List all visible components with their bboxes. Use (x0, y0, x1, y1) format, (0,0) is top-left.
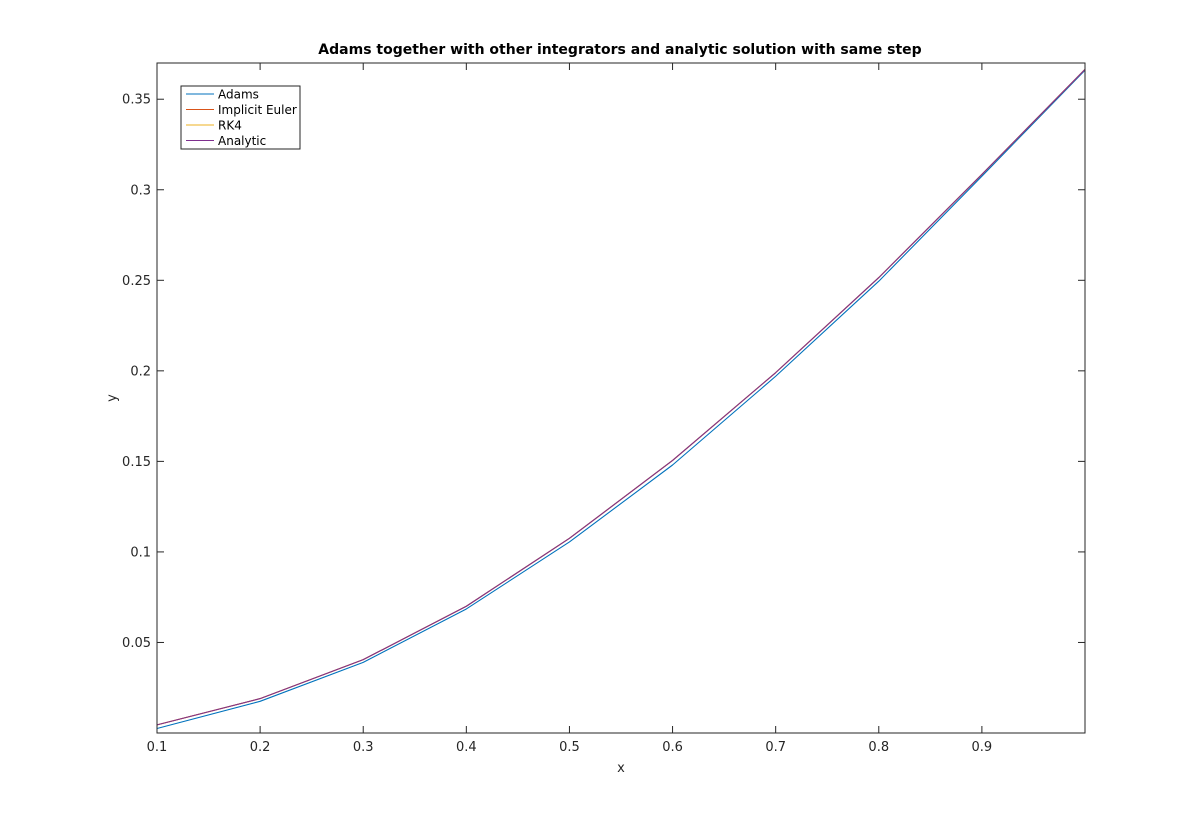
chart-title: Adams together with other integrators an… (318, 42, 921, 58)
plot-area (157, 63, 1085, 733)
x-axis-label: x (617, 761, 625, 776)
x-tick-label: 0.5 (559, 740, 580, 755)
x-tick-label: 0.6 (662, 740, 683, 755)
series-line-analytic (156, 68, 1086, 726)
x-tick-label: 0.9 (972, 740, 993, 755)
y-tick-label: 0.3 (130, 183, 151, 198)
ticks-layer: 0.1 0.2 0.3 0.4 0.5 0.6 0.7 0.8 0.9 0.05 0.1 0.15 0.… (122, 63, 1085, 755)
y-tick-label: 0.25 (122, 274, 151, 289)
series-layer (156, 68, 1086, 730)
x-tick-label: 0.2 (250, 740, 271, 755)
plot-frame (156, 62, 1086, 734)
legend-label-analytic: Analytic (218, 134, 266, 148)
x-tick-label: 0.3 (353, 740, 374, 755)
legend-label-adams: Adams (218, 88, 259, 102)
legend-label-implicit-euler: Implicit Euler (218, 103, 297, 117)
y-tick-label: 0.2 (130, 364, 151, 379)
x-tick-label: 0.4 (456, 740, 477, 755)
x-tick-label: 0.7 (765, 740, 786, 755)
x-tick-label: 0.8 (868, 740, 889, 755)
y-tick-label: 0.05 (122, 636, 151, 651)
series-line-adams (156, 69, 1086, 730)
y-axis-label: y (105, 394, 120, 402)
y-tick-label: 0.15 (122, 455, 151, 470)
x-tick-label: 0.1 (147, 740, 168, 755)
y-tick-label: 0.35 (122, 93, 151, 108)
legend-box (180, 85, 301, 150)
legend-label-rk4: RK4 (218, 119, 242, 133)
y-tick-label: 0.1 (130, 545, 151, 560)
